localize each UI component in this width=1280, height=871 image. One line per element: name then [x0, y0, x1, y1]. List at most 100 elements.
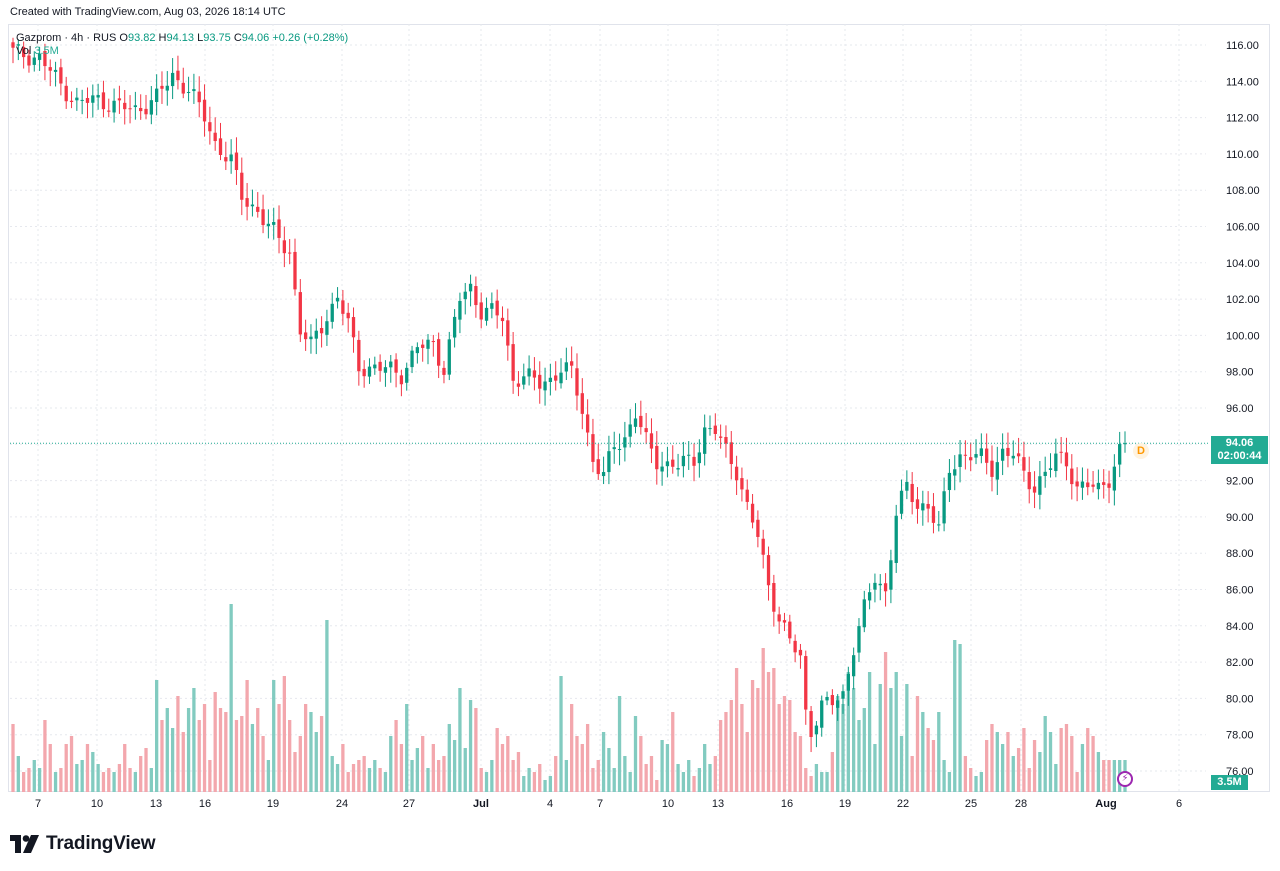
candle-body [910, 483, 914, 503]
volume-bar [394, 720, 398, 792]
candle-body [591, 434, 595, 462]
volume-bar [1000, 744, 1005, 792]
candle-body [325, 321, 329, 335]
candle-body [915, 499, 920, 509]
volume-bar [947, 772, 952, 792]
candle-body [91, 95, 95, 103]
candle-body [665, 461, 670, 467]
candle-body [745, 489, 749, 502]
volume-bar [506, 736, 510, 792]
x-tick-label: 13 [150, 798, 162, 810]
candle-body [1027, 472, 1031, 490]
volume-bar [133, 772, 138, 792]
symbol-name[interactable]: Gazprom [16, 32, 62, 44]
candle-body [303, 332, 308, 340]
volume-bar [208, 760, 212, 792]
x-tick-label: 10 [662, 798, 674, 810]
candle-body [452, 316, 457, 338]
candle-body [155, 88, 159, 102]
candle-body [107, 110, 111, 112]
candle-body [953, 469, 957, 476]
candle-body [788, 621, 792, 639]
y-tick-label: 90.00 [1226, 512, 1254, 524]
candle-body [660, 466, 664, 472]
candle-body [224, 157, 228, 162]
volume-bar [373, 760, 377, 792]
volume-bar [266, 760, 271, 792]
candle-body [218, 138, 223, 155]
volume-bar [601, 732, 606, 792]
volume-bar [202, 704, 207, 792]
volume-bar [1112, 760, 1117, 792]
candle-body [394, 359, 398, 373]
volume-bar [612, 768, 616, 792]
candle-body [942, 491, 946, 524]
candle-body [761, 538, 765, 555]
volume-bar [107, 768, 111, 792]
volume-bar [1027, 768, 1031, 792]
time-axis[interactable]: 7 10 13 16 19 24 27 Jul 4 7 10 13 16 19 22 25 28 Aug 6 [35, 798, 1182, 810]
volume-label: Vol [16, 45, 32, 57]
volume-bar [665, 744, 670, 792]
volume-bar [160, 720, 164, 792]
price-axis[interactable]: 116.00 114.00 112.00 110.00 108.00 106.00 104.… [1226, 40, 1260, 778]
volume-bar [346, 772, 350, 792]
candle-body [43, 51, 47, 67]
volume-bar [144, 748, 148, 792]
x-tick-label: 16 [781, 798, 793, 810]
candlesticks [11, 37, 1127, 753]
volume-bar [953, 640, 957, 792]
dividend-badge[interactable]: D [1133, 443, 1149, 459]
volume-bar [463, 748, 467, 792]
y-tick-label: 106.00 [1226, 222, 1260, 234]
candle-body [341, 300, 345, 314]
symbol-legend[interactable]: Gazprom · 4h · RUS O93.82 H94.13 L93.75 … [16, 32, 349, 44]
volume-bar [213, 692, 217, 792]
candle-body [649, 433, 654, 449]
volume-bar [1006, 732, 1010, 792]
volume-bar [687, 760, 691, 792]
volume-bar [1043, 716, 1047, 792]
volume-bar [256, 708, 260, 792]
volume-bar [708, 764, 712, 792]
volume-bar [1091, 736, 1095, 792]
volume-bar [234, 720, 239, 792]
candle-body [1096, 482, 1101, 490]
volume-bar [426, 768, 430, 792]
volume-bar [974, 776, 978, 792]
candle-body [500, 317, 505, 322]
y-tick-label: 96.00 [1226, 403, 1254, 415]
candle-body [1064, 452, 1069, 467]
bar-countdown: 02:00:44 [1217, 450, 1262, 462]
candle-body [687, 454, 691, 456]
volume-bar [607, 748, 611, 792]
x-tick-label: Jul [473, 798, 489, 810]
lightning-icon[interactable]: ⚡ [1117, 771, 1133, 787]
volume-bar [873, 744, 877, 792]
candle-body [192, 89, 196, 92]
volume-bar [1075, 772, 1079, 792]
volume-bar [713, 756, 717, 792]
candle-body [681, 455, 686, 467]
volume-bar [48, 744, 52, 792]
candle-body [96, 95, 100, 98]
volume-legend[interactable]: Vol 3.5M [16, 45, 59, 57]
candle-body [585, 414, 590, 433]
candle-body [197, 91, 201, 103]
candle-body [133, 105, 138, 108]
candle-body [852, 655, 856, 677]
candle-body [777, 614, 781, 622]
y-tick-label: 84.00 [1226, 621, 1254, 633]
volume-bar [261, 736, 265, 792]
candle-body [867, 592, 872, 601]
volume-bar [484, 772, 489, 792]
candle-body [170, 72, 175, 87]
close-label: C [233, 32, 242, 44]
candle-body [825, 696, 829, 701]
interval-label[interactable]: 4h [71, 32, 84, 44]
volume-bar [272, 680, 276, 792]
volume-bar [1054, 764, 1058, 792]
candle-body [282, 240, 286, 254]
candle-body [405, 367, 409, 383]
